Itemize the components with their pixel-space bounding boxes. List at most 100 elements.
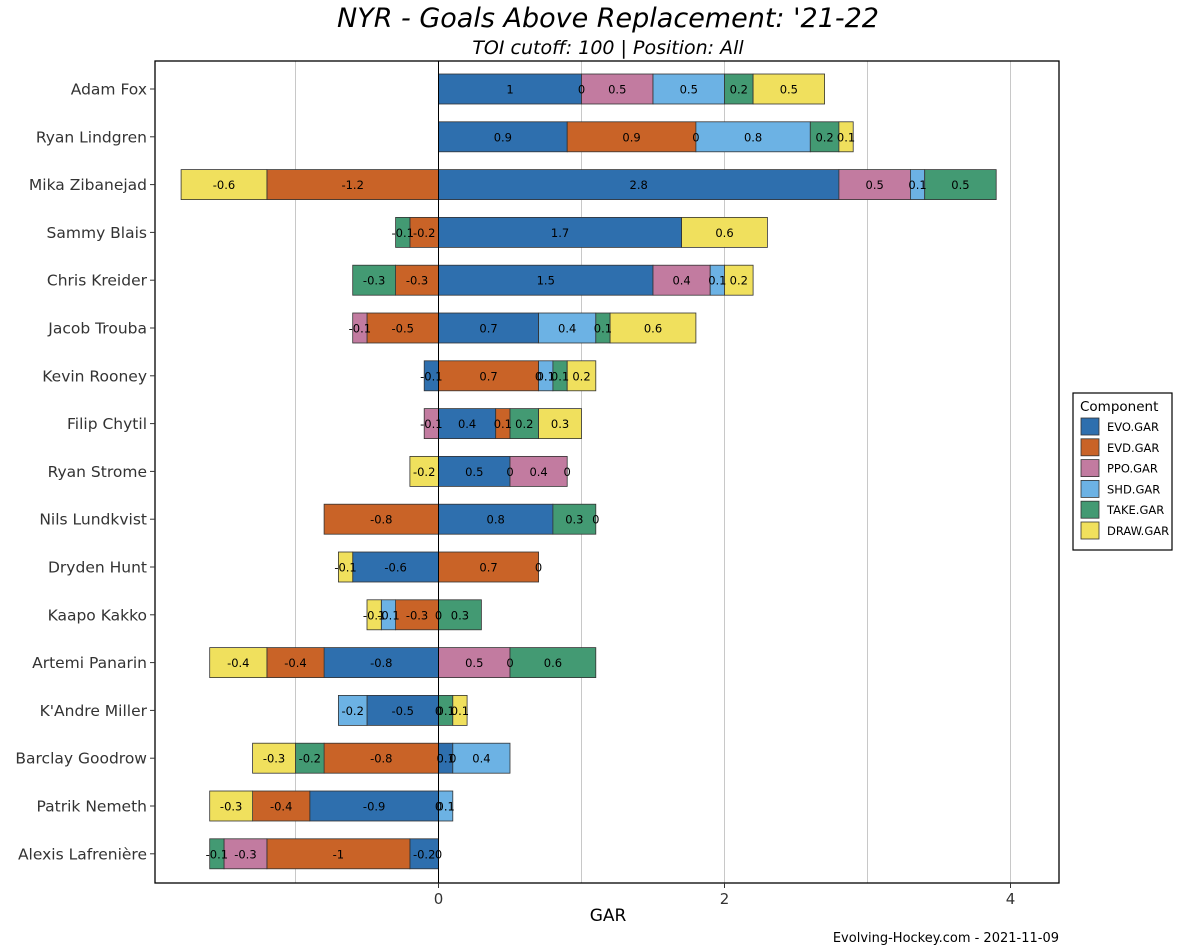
player-label-jacob-trouba: Jacob Trouba xyxy=(47,320,147,338)
bar-evd-gar-kaapo-kakko xyxy=(395,599,439,631)
x-axis-ticks: 0 2 4 xyxy=(434,883,1015,908)
bar-evd-gar-barclay-goodrow xyxy=(323,742,439,774)
segment-label: -0.2 xyxy=(413,226,435,240)
bar-evo-gar-k-andre-miller xyxy=(366,695,439,726)
segment-label: 0.5 xyxy=(780,83,798,97)
bar-evo-gar-artemi-panarin xyxy=(323,647,439,678)
chart-title: NYR - Goals Above Replacement: '21-22 xyxy=(337,3,879,34)
x-tick-label: 0 xyxy=(434,890,444,908)
segment-label: -0.1 xyxy=(392,226,414,240)
bar-take-gar-barclay-goodrow xyxy=(295,742,325,774)
legend: Component EVO.GAR EVD.GAR PPO.GAR SHD.GAR TA… xyxy=(1072,392,1173,551)
segment-label: -0.4 xyxy=(270,800,292,814)
bar-evo-gar-jacob-trouba xyxy=(438,312,539,344)
segment-label: 0.6 xyxy=(715,226,733,240)
segment-label: 0.5 xyxy=(951,178,969,192)
bar-evd-gar-dryden-hunt xyxy=(438,551,539,583)
segment-label: 1.5 xyxy=(537,274,555,288)
segment-label: 0.4 xyxy=(472,752,490,766)
bar-evd-gar-nils-lundkvist xyxy=(323,503,439,535)
bar-take-gar-chris-kreider xyxy=(352,264,397,296)
bar-draw-gar-filip-chytil xyxy=(538,408,582,440)
segment-labels: 1 0 0.5 0.5 0.2 0.50.9 0.9 0 0.8 0.2 0.12.8-1.2 0.5… xyxy=(206,83,970,862)
segment-label: 0.1 xyxy=(551,369,569,383)
legend-swatch-draw-gar xyxy=(1080,521,1100,540)
segment-label: 0.1 xyxy=(437,704,455,718)
segment-label: 0.7 xyxy=(479,322,497,336)
segment-label: -0.4 xyxy=(227,656,249,670)
bar-evd-gar-patrik-nemeth xyxy=(252,790,311,822)
segment-label: -0.9 xyxy=(363,800,385,814)
segment-label: 0 xyxy=(578,83,585,97)
bar-draw-gar-artemi-panarin xyxy=(209,647,268,678)
bar-draw-gar-chris-kreider xyxy=(724,264,754,296)
player-label-nils-lundkvist: Nils Lundkvist xyxy=(39,511,147,529)
segment-label: 0.3 xyxy=(451,608,469,622)
segment-label: 0 xyxy=(506,465,513,479)
bar-evd-gar-artemi-panarin xyxy=(266,647,325,678)
bar-draw-gar-jacob-trouba xyxy=(609,312,697,344)
bar-ppo-gar-mika-zibanejad xyxy=(838,169,911,201)
bar-evo-gar-chris-kreider xyxy=(438,264,654,296)
bar-draw-gar-patrik-nemeth xyxy=(209,790,253,822)
player-label-kevin-rooney: Kevin Rooney xyxy=(42,367,147,385)
bar-draw-gar-dryden-hunt xyxy=(337,551,354,583)
segment-label: -0.1 xyxy=(206,847,228,861)
segment-label: 1.7 xyxy=(551,226,569,240)
segment-label: 0.9 xyxy=(494,130,512,144)
player-labels: Adam Fox Ryan Lindgren Mika Zibanejad Sammy… xyxy=(15,81,155,863)
segment-label: 0 xyxy=(435,704,442,718)
segment-label: -0.8 xyxy=(370,513,392,527)
segment-label: -0.5 xyxy=(392,322,414,336)
bar-draw-gar-mika-zibanejad xyxy=(180,169,268,201)
bar-draw-gar-kaapo-kakko xyxy=(366,599,382,631)
player-label-chris-kreider: Chris Kreider xyxy=(47,272,148,290)
bar-draw-gar-k-andre-miller xyxy=(452,695,468,726)
segment-label: -0.1 xyxy=(377,608,399,622)
segment-label: -0.3 xyxy=(363,274,385,288)
segment-label: -0.1 xyxy=(420,417,442,431)
player-label-adam-fox: Adam Fox xyxy=(71,81,147,99)
bar-evd-gar-mika-zibanejad xyxy=(266,169,439,201)
segment-label: 0.4 xyxy=(672,274,690,288)
bar-shd-gar-k-andre-miller xyxy=(337,695,368,726)
legend-swatch-evd-gar xyxy=(1080,438,1100,457)
segment-label: 0.5 xyxy=(608,83,626,97)
player-label-ryan-lindgren: Ryan Lindgren xyxy=(36,128,147,146)
segment-label: -0.4 xyxy=(284,656,306,670)
segment-label: 0 xyxy=(592,513,599,527)
segment-label: 0.6 xyxy=(644,322,662,336)
segment-label: 0.5 xyxy=(465,656,483,670)
segment-label: 0 xyxy=(435,847,442,861)
bar-evd-gar-sammy-blais xyxy=(409,216,439,248)
segment-label: 2.8 xyxy=(630,178,648,192)
x-axis-title: GAR xyxy=(590,906,627,926)
segment-label: 0 xyxy=(535,561,542,575)
player-label-artemi-panarin: Artemi Panarin xyxy=(32,654,147,672)
player-label-k-andre-miller: K'Andre Miller xyxy=(40,702,148,720)
segment-label: -0.1 xyxy=(420,369,442,383)
segment-label: 0.2 xyxy=(815,130,833,144)
segment-label: 0.8 xyxy=(487,513,505,527)
segment-label: 0 xyxy=(435,800,442,814)
segment-label: 0.9 xyxy=(622,130,640,144)
segment-label: 0.5 xyxy=(680,83,698,97)
legend-swatch-ppo-gar xyxy=(1080,459,1100,478)
segment-label: 0.2 xyxy=(730,274,748,288)
segment-label: 0.2 xyxy=(730,83,748,97)
player-label-mika-zibanejad: Mika Zibanejad xyxy=(29,176,147,194)
plot-frame xyxy=(154,60,1060,884)
segment-label: 0.2 xyxy=(515,417,533,431)
segment-label: -1.2 xyxy=(341,178,363,192)
chart-subtitle: TOI cutoff: 100 | Position: All xyxy=(472,37,744,59)
x-tick-label: 2 xyxy=(720,890,730,908)
bar-take-gar-alexis-lafreni-re xyxy=(209,838,225,870)
bar-draw-gar-ryan-lindgren xyxy=(838,121,854,153)
segment-label: 0.4 xyxy=(529,465,547,479)
bar-ppo-gar-adam-fox xyxy=(581,73,654,105)
bar-evd-gar-alexis-lafreni-re xyxy=(266,838,411,870)
legend-label-evo-gar: EVO.GAR xyxy=(1107,420,1159,434)
segment-label: 0.1 xyxy=(494,417,512,431)
segment-label: -0.8 xyxy=(370,752,392,766)
segment-label: -0.2 xyxy=(413,465,435,479)
